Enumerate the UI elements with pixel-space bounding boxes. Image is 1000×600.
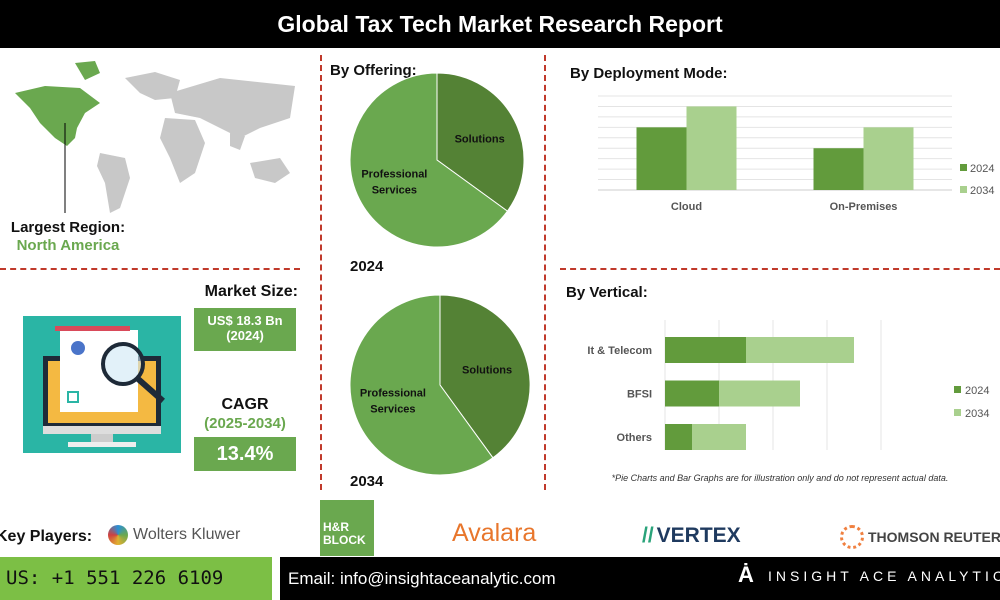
divider — [0, 268, 300, 270]
offering-pie-charts: Solutions Professional Services Solutions Pr… — [349, 72, 531, 476]
cagr-value: 13.4% — [194, 437, 296, 471]
market-size-year: (2024) — [226, 328, 264, 343]
bar-on-premises-2034 — [863, 127, 914, 190]
hr-block-logo: H&R BLOCK — [320, 500, 374, 556]
vertical-title: By Vertical: — [566, 284, 648, 301]
cagr-label: CAGR — [221, 396, 269, 413]
report-title: Global Tax Tech Market Research Report — [0, 0, 1000, 48]
footnote: *Pie Charts and Bar Graphs are for illus… — [611, 473, 949, 483]
thomson-reuters-icon — [840, 525, 864, 549]
brand-name: INSIGHT ACE ANALYTIC — [768, 568, 1000, 584]
deployment-title: By Deployment Mode: — [570, 65, 728, 82]
market-size-label: Market Size: — [204, 283, 298, 300]
world-map — [15, 61, 295, 213]
divider — [544, 55, 546, 490]
email-link[interactable]: Email: info@insightaceanalytic.com — [288, 569, 556, 588]
pie-label: Solutions — [455, 133, 505, 145]
offering-title: By Offering: — [330, 62, 417, 79]
legend-swatch — [954, 386, 961, 393]
market-size-box: US$ 18.3 Bn (2024) — [194, 308, 296, 351]
wolters-kluwer-logo: Wolters Kluwer — [108, 525, 240, 545]
pie-label: Services — [370, 403, 415, 415]
divider — [560, 268, 1000, 270]
largest-region-label: Largest Region: — [10, 219, 126, 236]
bar-others-2024 — [665, 424, 692, 450]
x-tick-label: Cloud — [671, 201, 702, 213]
bar-it-telecom-2024 — [665, 337, 746, 363]
bar-bfsi-2034 — [719, 380, 800, 407]
north-america-highlight — [15, 86, 100, 146]
phone-number[interactable]: US: +1 551 226 6109 — [0, 557, 272, 600]
deployment-bar-chart: Cloud On-Premises 2024 2034 — [598, 95, 994, 213]
report-analysis-illustration — [23, 316, 181, 453]
legend-swatch — [960, 186, 967, 193]
bar-it-telecom-2034 — [746, 337, 854, 363]
bar-cloud-2034 — [686, 106, 737, 190]
bar-on-premises-2024 — [813, 148, 864, 190]
y-tick-label: It & Telecom — [587, 345, 652, 357]
avalara-logo: Avalara — [452, 519, 537, 547]
y-tick-label: Others — [617, 432, 652, 444]
pie-slice-solutions — [436, 72, 525, 212]
pie-slice-professional-services — [349, 72, 509, 248]
vertex-icon: // — [642, 524, 654, 547]
wolters-kluwer-icon — [108, 525, 128, 545]
insight-ace-logo-icon: Ȧ — [738, 562, 754, 587]
largest-region-value: North America — [16, 237, 120, 254]
pie-2024-caption: 2024 — [350, 258, 384, 275]
pie-label: Professional — [360, 387, 426, 399]
market-size-value: US$ 18.3 Bn — [207, 313, 283, 328]
divider — [320, 55, 322, 490]
thomson-reuters-logo: THOMSON REUTERS — [840, 525, 1000, 549]
cagr-period: (2025-2034) — [204, 415, 286, 432]
vertex-logo: //VERTEX — [642, 524, 741, 547]
legend-swatch — [954, 409, 961, 416]
pie-label: Solutions — [462, 365, 512, 377]
pie-slice-solutions — [439, 294, 531, 459]
bar-others-2034 — [692, 424, 746, 450]
bar-bfsi-2024 — [665, 380, 719, 407]
pie-label: Services — [372, 185, 417, 197]
pie-2034-caption: 2034 — [350, 473, 384, 490]
bar-cloud-2024 — [636, 127, 687, 190]
pie-label: Professional — [361, 169, 427, 181]
legend-label: 2034 — [965, 408, 989, 420]
x-tick-label: On-Premises — [830, 201, 898, 213]
y-tick-label: BFSI — [627, 389, 652, 401]
legend-label: 2034 — [970, 185, 994, 197]
legend-label: 2024 — [965, 385, 989, 397]
vertical-bar-chart: It & Telecom BFSI Others 2024 2034 — [587, 320, 989, 450]
pie-slice-professional-services — [349, 294, 494, 476]
key-players-label: Key Players: — [0, 528, 93, 545]
legend-swatch — [960, 164, 967, 171]
legend-label: 2024 — [970, 163, 994, 175]
